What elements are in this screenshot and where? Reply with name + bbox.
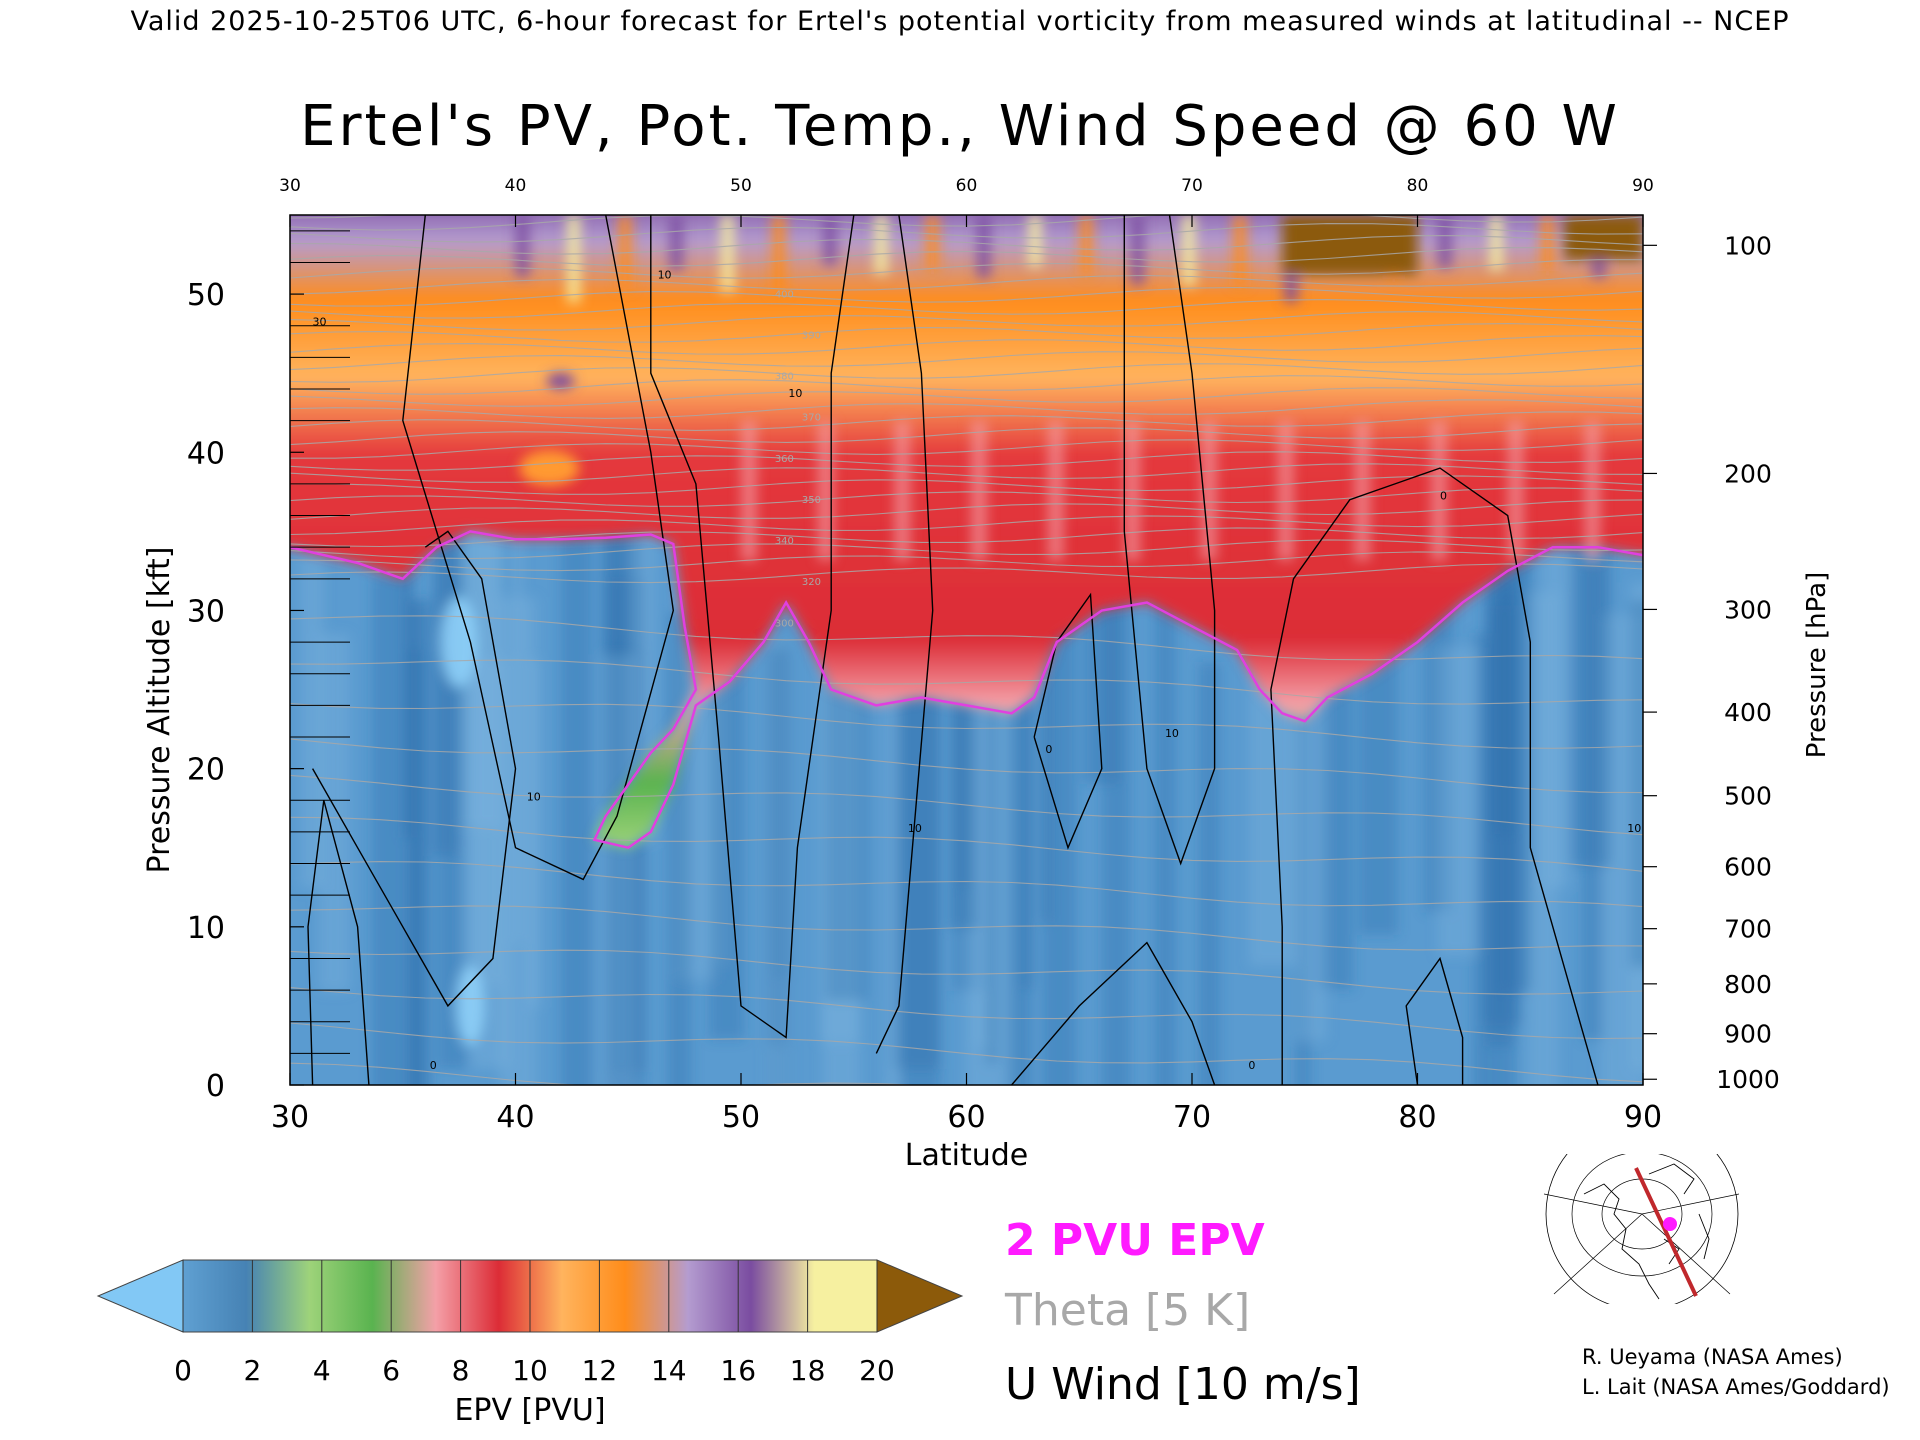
pressure-tick-label: 1000 xyxy=(1716,1065,1780,1094)
axes: 3030404050506060707080809090010203040501… xyxy=(142,176,1832,1173)
plot-area: 0 10 30 10 0 10 10 10 0 10 0 300 320 340 350 360 370 380 3… xyxy=(290,215,1643,1085)
globe-locator-map xyxy=(1544,1154,1739,1304)
contour-label: 10 xyxy=(908,822,922,835)
contour-label: 0 xyxy=(1440,490,1447,503)
pressure-tick-label: 700 xyxy=(1724,915,1772,944)
colorbar-segment xyxy=(183,1260,247,1332)
colorbar-tick-label: 2 xyxy=(243,1354,261,1387)
colorbar-tick-label: 20 xyxy=(859,1354,895,1387)
x-top-tick-label: 90 xyxy=(1632,176,1654,196)
contour-label: 30 xyxy=(313,316,327,329)
contour-label: 10 xyxy=(788,387,802,400)
stratosphere-fill xyxy=(290,215,1643,848)
theta-label: 340 xyxy=(775,536,794,547)
tropopause-2pvu-line xyxy=(290,530,1643,850)
theta-label: 320 xyxy=(802,577,821,588)
credit-line-2: L. Lait (NASA Ames/Goddard) xyxy=(1582,1375,1890,1399)
colorbar-tick-label: 12 xyxy=(582,1354,618,1387)
y-tick-label: 20 xyxy=(187,753,225,788)
x-top-tick-label: 70 xyxy=(1181,176,1203,196)
x-top-tick-label: 30 xyxy=(279,176,301,196)
theta-label: 370 xyxy=(802,413,821,424)
theta-label: 360 xyxy=(775,454,794,465)
x-top-tick-label: 80 xyxy=(1407,176,1429,196)
y-tick-label: 10 xyxy=(187,911,225,946)
x-tick-label: 90 xyxy=(1624,1100,1662,1135)
pressure-tick-label: 800 xyxy=(1724,970,1772,999)
x-axis-label: Latitude xyxy=(905,1138,1028,1173)
colorbar-segment xyxy=(561,1260,626,1332)
pressure-tick-label: 500 xyxy=(1724,782,1772,811)
y-tick-label: 30 xyxy=(187,594,225,629)
x-tick-label: 40 xyxy=(496,1100,534,1135)
chart-title: Ertel's PV, Pot. Temp., Wind Speed @ 60 … xyxy=(300,94,1620,159)
legend-2pvu: 2 PVU EPV xyxy=(1005,1215,1265,1266)
colorbar-under-arrow xyxy=(96,1259,184,1333)
theta-label: 380 xyxy=(775,372,794,383)
pressure-tick-label: 900 xyxy=(1724,1020,1772,1049)
colorbar-tick-label: 6 xyxy=(382,1354,400,1387)
colorbar-segment xyxy=(435,1260,499,1332)
colorbar-tick-label: 14 xyxy=(651,1354,687,1387)
pressure-tick-label: 200 xyxy=(1724,459,1772,488)
contour-label: 0 xyxy=(1045,743,1052,756)
pressure-tick-label: 600 xyxy=(1724,853,1772,882)
contour-labels: 0 10 30 10 0 10 10 10 0 10 0 300 320 340 350 360 370 380 3… xyxy=(313,268,1642,1072)
x-tick-label: 70 xyxy=(1173,1100,1211,1135)
legend-u-wind: U Wind [10 m/s] xyxy=(1005,1359,1361,1410)
x-tick-label: 30 xyxy=(271,1100,309,1135)
colorbar-segment xyxy=(750,1260,815,1332)
x-top-tick-label: 60 xyxy=(956,176,978,196)
x-tick-label: 80 xyxy=(1398,1100,1436,1135)
contour-label: 0 xyxy=(430,1059,437,1072)
contour-label: 10 xyxy=(1627,822,1641,835)
colorbar-tick-label: 10 xyxy=(512,1354,548,1387)
line-legend: 2 PVU EPV Theta [5 K] U Wind [10 m/s] xyxy=(1005,1215,1361,1410)
pressure-tick-label: 300 xyxy=(1724,595,1772,624)
colorbar-tick-label: 16 xyxy=(720,1354,756,1387)
colorbar-tick-label: 4 xyxy=(313,1354,331,1387)
y-tick-label: 40 xyxy=(187,436,225,471)
wind-contours xyxy=(307,215,1599,1085)
colorbar-over-arrow xyxy=(876,1259,964,1333)
theta-label: 390 xyxy=(802,330,821,341)
contour-label: 0 xyxy=(1248,1059,1255,1072)
contour-label: 10 xyxy=(1165,727,1179,740)
colorbar-segment xyxy=(813,1260,878,1332)
contour-label: 10 xyxy=(527,790,541,803)
colorbar-tick-label: 18 xyxy=(790,1354,826,1387)
x-tick-label: 50 xyxy=(722,1100,760,1135)
legend-theta: Theta [5 K] xyxy=(1005,1285,1251,1336)
colorbar-tick-label: 8 xyxy=(452,1354,470,1387)
epv-colorbar: 0 2 4 6 8 10 12 14 16 18 20 EPV [PVU] xyxy=(96,1259,964,1428)
pressure-tick-label: 400 xyxy=(1724,698,1772,727)
credit-line-1: R. Ueyama (NASA Ames) xyxy=(1582,1345,1843,1369)
theta-label: 350 xyxy=(802,495,821,506)
pressure-tick-label: 100 xyxy=(1724,231,1772,260)
colorbar-segment xyxy=(687,1260,752,1332)
theta-label: 300 xyxy=(775,618,794,629)
colorbar-segment xyxy=(624,1260,689,1332)
colorbar-label: EPV [PVU] xyxy=(454,1393,605,1428)
x-top-tick-label: 50 xyxy=(730,176,752,196)
theta-label: 400 xyxy=(775,289,794,300)
y-axis-label: Pressure Altitude [kft] xyxy=(142,547,177,874)
y2-axis-label: Pressure [hPa] xyxy=(1802,572,1832,759)
colorbar-tick-label: 0 xyxy=(174,1354,192,1387)
colorbar-segment xyxy=(309,1260,373,1332)
y-tick-label: 50 xyxy=(187,278,225,313)
credits: R. Ueyama (NASA Ames) L. Lait (NASA Ames… xyxy=(1582,1342,1890,1402)
x-tick-label: 60 xyxy=(947,1100,985,1135)
valid-time-line: Valid 2025-10-25T06 UTC, 6-hour forecast… xyxy=(130,6,1790,37)
colorbar-segment xyxy=(372,1260,436,1332)
colorbar-segment xyxy=(246,1260,310,1332)
y-tick-label: 0 xyxy=(206,1069,225,1104)
x-top-tick-label: 40 xyxy=(505,176,527,196)
contour-label: 10 xyxy=(658,268,672,281)
